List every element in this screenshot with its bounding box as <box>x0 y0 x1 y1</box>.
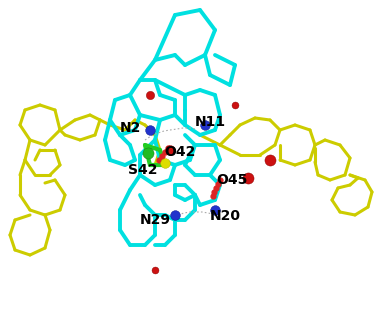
Text: O42: O42 <box>164 145 196 159</box>
Text: N2: N2 <box>119 121 141 135</box>
Text: N20: N20 <box>210 209 240 223</box>
Text: O45: O45 <box>216 173 248 187</box>
Text: N11: N11 <box>194 115 226 129</box>
Text: N29: N29 <box>140 213 171 227</box>
Text: S42: S42 <box>128 163 158 177</box>
